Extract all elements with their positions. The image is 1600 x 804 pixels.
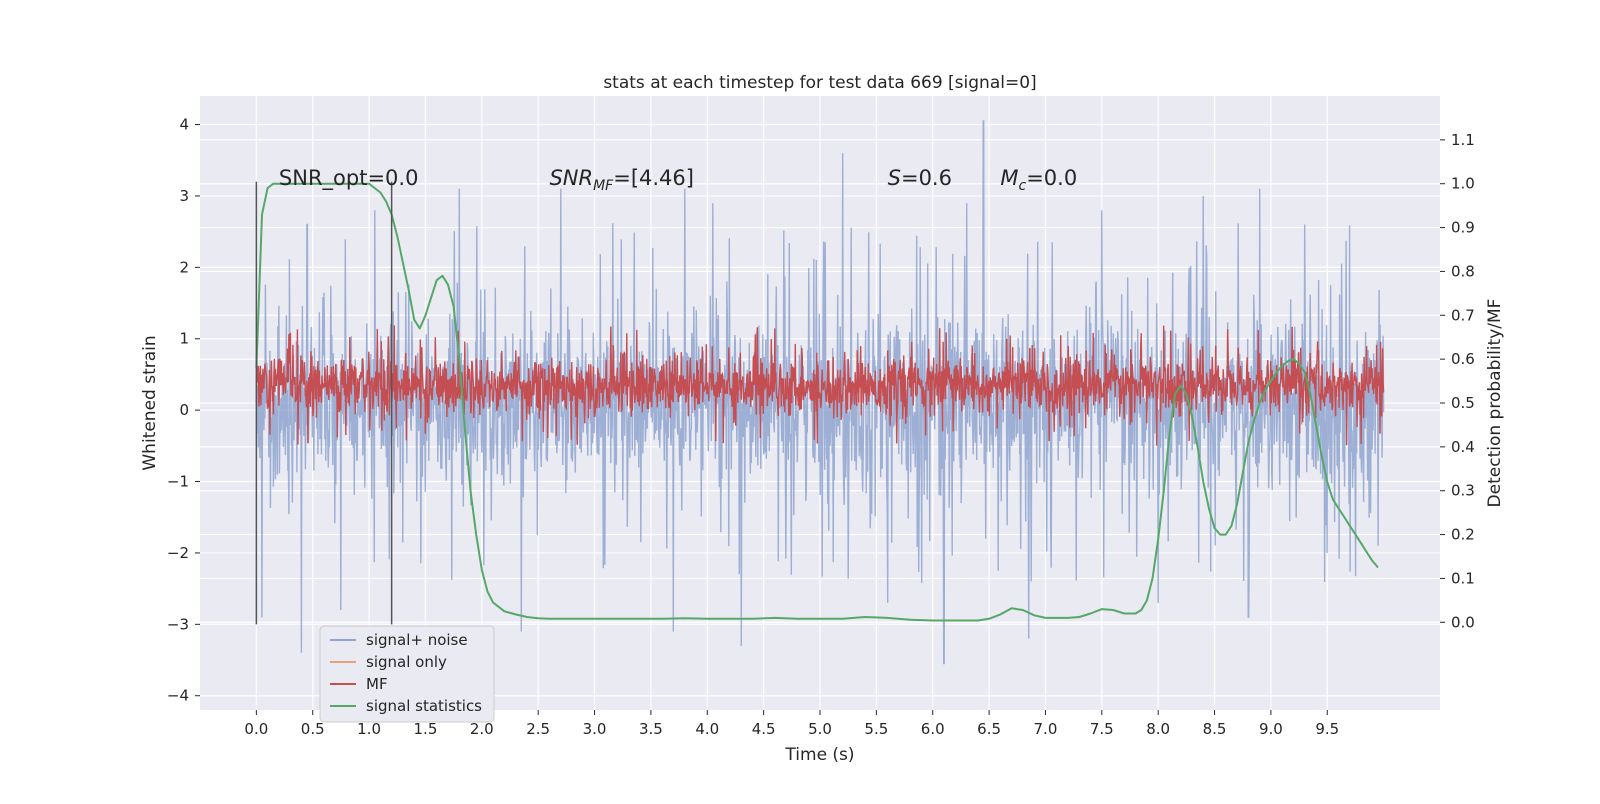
- y-tick-label: −3: [167, 615, 189, 633]
- annotation-text: SNRMF=[4.46]: [549, 166, 694, 194]
- annotation-text: SNR_opt=0.0: [279, 166, 419, 191]
- x-tick-label: 8.5: [1203, 720, 1227, 738]
- y-tick-label: 4: [179, 116, 189, 134]
- y2-axis-title: Detection probability/MF: [1485, 299, 1505, 508]
- y-tick-label: 2: [179, 258, 189, 276]
- chart-title: stats at each timestep for test data 669…: [603, 73, 1036, 93]
- x-tick-label: 0.5: [301, 720, 325, 738]
- legend-items: signal+ noise signal only MF signal statist…: [330, 631, 482, 715]
- legend-frame: [319, 625, 495, 723]
- y-axis-title: Whitened strain: [140, 335, 160, 470]
- annotation-text: S=0.6: [888, 166, 952, 190]
- legend: signal+ noise signal only MF signal statist…: [319, 625, 495, 723]
- y-tick-label: −4: [167, 687, 189, 705]
- y2-tick-label: 0.6: [1451, 350, 1475, 368]
- vline-layer: [255, 181, 393, 625]
- y-tick-label: −1: [167, 473, 189, 491]
- y2-tick-label: 0.9: [1451, 219, 1475, 237]
- x-tick-label: 6.5: [977, 720, 1001, 738]
- x-tick-label: 7.0: [1034, 720, 1058, 738]
- x-tick-label: 5.5: [864, 720, 888, 738]
- x-tick-label: 9.5: [1315, 720, 1339, 738]
- y2-tick-label: 0.1: [1451, 569, 1475, 587]
- legend-label: MF: [366, 675, 388, 693]
- y2-tick-label: 1.0: [1451, 175, 1475, 193]
- y2-tick-label: 0.8: [1451, 262, 1475, 280]
- y2-tick-label: 0.2: [1451, 526, 1475, 544]
- series-line-0: [255, 120, 1385, 665]
- tick-layer: 0.0 0.5 1.0 1.5 2.0 2.5 3.0 3.5 4.0 4.5 5.0 5.5 6.0 6…: [167, 116, 1475, 738]
- x-tick-label: 2.0: [470, 720, 494, 738]
- x-tick-label: 8.0: [1146, 720, 1170, 738]
- x-tick-label: 6.0: [921, 720, 945, 738]
- y-tick-label: −2: [167, 544, 189, 562]
- x-tick-label: 0.0: [244, 720, 268, 738]
- x-tick-label: 3.5: [639, 720, 663, 738]
- y2-tick-label: 0.4: [1451, 438, 1475, 456]
- series-layer: [255, 120, 1385, 665]
- y-tick-label: 1: [179, 330, 189, 348]
- series-line-2: [255, 325, 1385, 446]
- x-tick-label: 7.5: [1090, 720, 1114, 738]
- legend-label: signal only: [366, 653, 447, 671]
- x-tick-label: 2.5: [526, 720, 550, 738]
- x-tick-label: 1.0: [357, 720, 381, 738]
- y2-tick-label: 0.3: [1451, 482, 1475, 500]
- x-tick-label: 9.0: [1259, 720, 1283, 738]
- series-line-3: [255, 182, 1379, 622]
- x-tick-label: 3.0: [583, 720, 607, 738]
- y2-tick-label: 0.7: [1451, 306, 1475, 324]
- y-tick-label: 0: [179, 401, 189, 419]
- x-tick-label: 4.5: [752, 720, 776, 738]
- legend-label: signal statistics: [366, 697, 482, 715]
- x-tick-label: 1.5: [414, 720, 438, 738]
- x-axis-title: Time (s): [784, 745, 854, 765]
- annotation-text: Mc=0.0: [1000, 166, 1077, 194]
- y2-tick-label: 1.1: [1451, 131, 1475, 149]
- y2-tick-label: 0.0: [1451, 613, 1475, 631]
- x-tick-label: 5.0: [808, 720, 832, 738]
- y2-tick-label: 0.5: [1451, 394, 1475, 412]
- y-tick-label: 3: [179, 187, 189, 205]
- x-tick-label: 4.0: [695, 720, 719, 738]
- legend-label: signal+ noise: [366, 631, 468, 649]
- annotation-layer: SNR_opt=0.0 SNRMF=[4.46] S=0.6 Mc=0.0: [279, 166, 1077, 194]
